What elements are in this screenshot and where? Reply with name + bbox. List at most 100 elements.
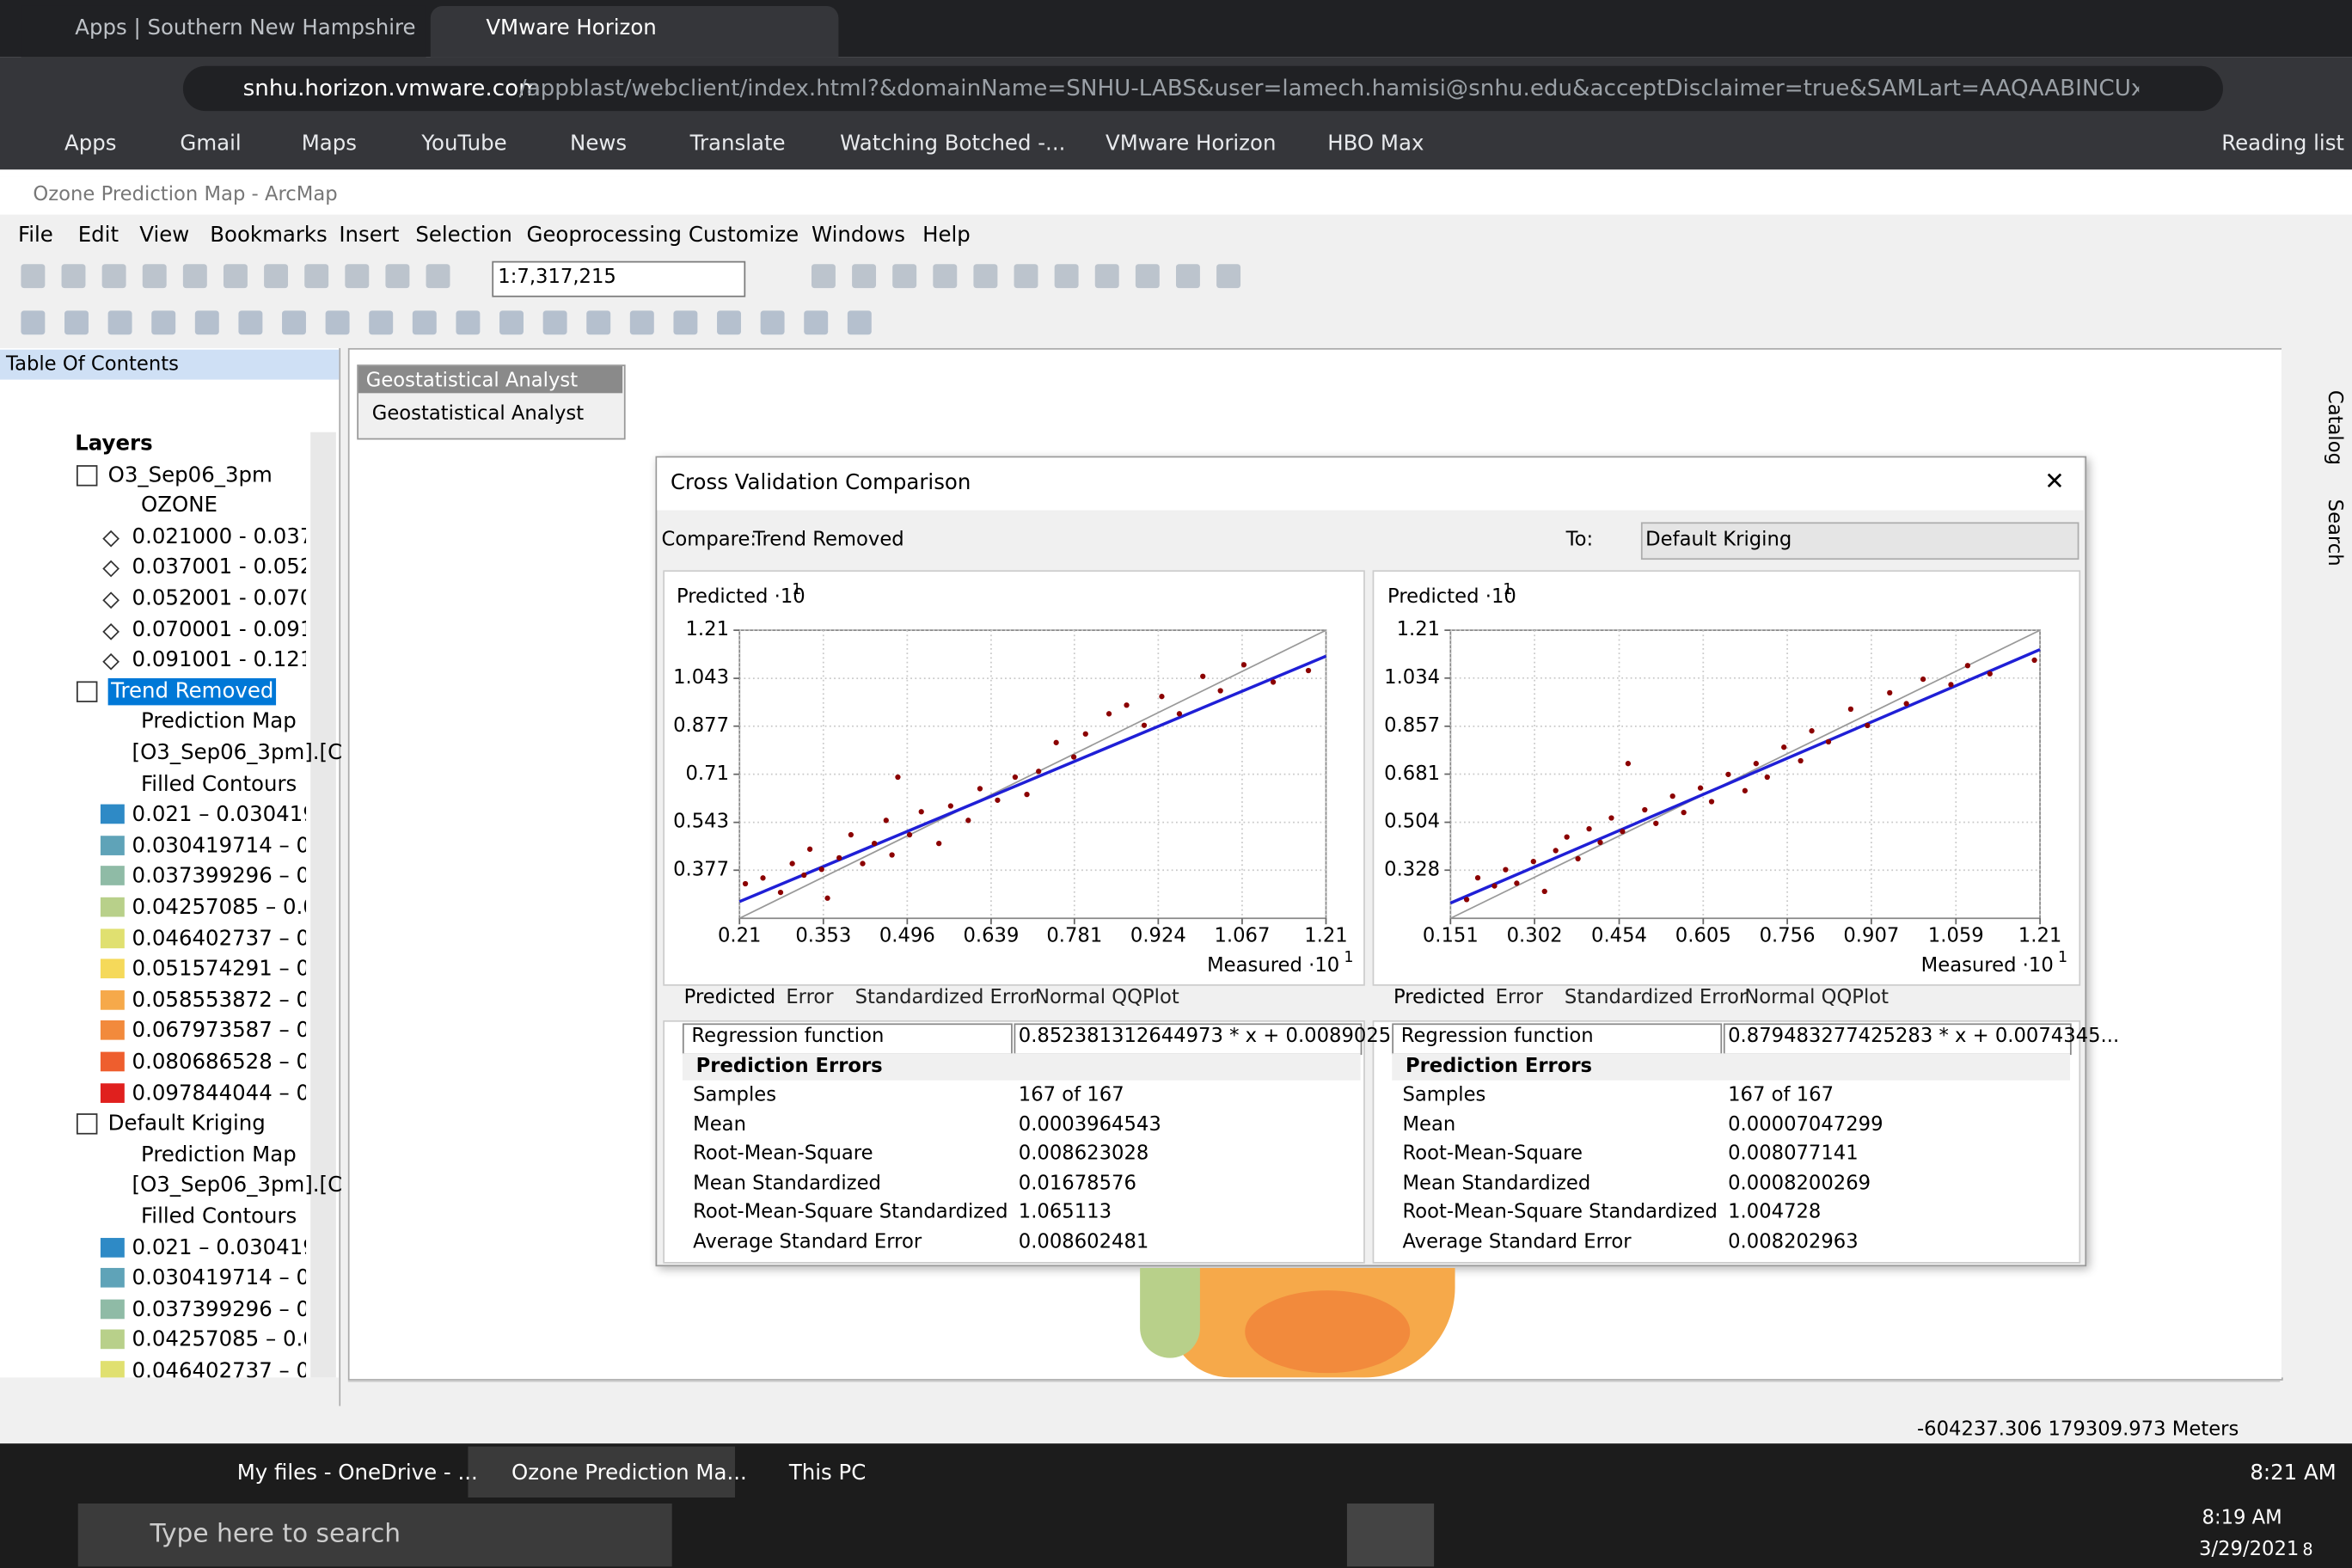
tool-icon [847,310,872,335]
checkbox [76,681,98,702]
color-swatch [100,1020,125,1041]
taskbar-app: My files - OneDrive - ... [236,1461,478,1486]
data-point [1106,711,1112,717]
x-tick-label: 1.21 [1304,925,1348,948]
color-swatch [100,1268,125,1288]
chart-tab: Error [1495,986,1543,1009]
color-swatch [100,1082,125,1103]
class-label: 0.037001 - 0.052000 [132,557,306,579]
data-point [1217,688,1223,694]
tool-icon [385,264,410,289]
color-swatch [100,928,125,948]
data-point [1987,671,1993,677]
active-tab[interactable] [430,5,839,58]
tool-icon [1176,264,1200,289]
color-swatch [100,1361,125,1381]
search-box[interactable] [77,1503,672,1567]
data-point [936,840,942,847]
reference-line [1449,629,2041,920]
x-axis-exponent: 1 [2058,949,2068,967]
toc-panel [0,347,341,1406]
stat-value: 0.0003964543 [1018,1113,1161,1136]
x-tick-label: 0.605 [1675,925,1731,948]
stat-value: 1.004728 [1728,1201,1822,1224]
tool-icon [64,310,89,335]
data-point [1474,874,1481,881]
section-title: Prediction Errors [1405,1055,1593,1079]
taskbar-active-app[interactable] [468,1446,736,1498]
toc-header [0,349,340,380]
regression-value: 0.852381312644973 * x + 0.0089025... [1018,1026,1410,1049]
bookmark: Maps [301,132,358,156]
data-point [1847,706,1854,713]
inactive-tab[interactable] [21,5,426,58]
x-tick-label: 0.907 [1843,925,1900,948]
color-swatch [100,1237,125,1258]
legend-heading: Filled Contours [141,772,297,797]
x-tick-label: 0.781 [1046,925,1103,948]
y-tick-label: 0.543 [673,811,730,834]
analyst-toolbar-title [358,365,623,394]
data-point [1270,679,1277,685]
layer-name: Trend Removed [107,677,277,706]
toolbar-button: Geostatistical Analyst [371,402,585,426]
hscroll[interactable] [347,1380,2281,1406]
x-tick-label: 1.21 [2018,925,2062,948]
stat-name: Samples [1402,1084,1486,1107]
stat-name: Root-Mean-Square Standardized [1402,1201,1718,1224]
tool-icon [586,310,611,335]
data-point [1564,834,1570,840]
data-point [1124,702,1130,708]
x-tick-label: 0.302 [1506,925,1563,948]
tool-icon [811,264,836,289]
data-point [1708,799,1715,805]
dialog-title: Cross Validation Comparison [670,471,971,496]
notification-badge: 8 [2302,1540,2313,1560]
class-label: 0.080686528 – 0.097 [132,1051,306,1074]
color-swatch [100,1051,125,1072]
x-axis-exponent: 1 [1344,949,1354,967]
close-button[interactable]: ✕ [2044,466,2065,496]
data-point [1725,771,1731,777]
tool-icon [499,310,524,335]
data-point [1681,809,1687,816]
x-tick-label: 1.067 [1214,925,1271,948]
data-point [1625,761,1632,767]
chrome-taskbar-icon[interactable] [1346,1503,1435,1567]
tool-icon [629,310,654,335]
data-point [742,880,749,887]
legend-heading: Prediction Map [141,710,297,735]
data-point [1964,663,1971,669]
status-coordinates: -604237.306 179309.973 Meters [1916,1418,2239,1442]
tool-icon [369,310,394,335]
data-point [1642,806,1648,813]
data-point [1920,676,1926,683]
class-label: 0.04257085 – 0.0464 [132,1330,306,1351]
tool-icon [1054,264,1079,289]
y-tick-label: 1.21 [1396,619,1441,642]
data-point [1781,744,1787,750]
to-dropdown[interactable] [1640,522,2079,560]
scale-box[interactable] [492,260,746,297]
tool-icon [142,264,167,289]
x-tick-label: 0.639 [963,925,1020,948]
data-point [1697,785,1704,791]
legend-heading: OZONE [141,493,217,518]
layer-name: Default Kriging [107,1112,266,1136]
address-field[interactable] [182,65,2223,112]
data-point [872,840,878,847]
color-swatch [100,866,125,886]
data-point [1491,883,1498,889]
color-swatch [100,835,125,855]
data-point [1575,855,1581,862]
x-tick-label: 0.454 [1591,925,1647,948]
tool-icon [238,310,263,335]
tool-icon [151,310,176,335]
tool-icon [852,264,877,289]
data-point [860,861,866,867]
tool-icon [101,264,126,289]
data-point [995,797,1001,803]
toc-scrollbar[interactable] [310,432,336,1378]
map-scrollbar[interactable] [2281,347,2307,1378]
data-point [883,818,889,824]
